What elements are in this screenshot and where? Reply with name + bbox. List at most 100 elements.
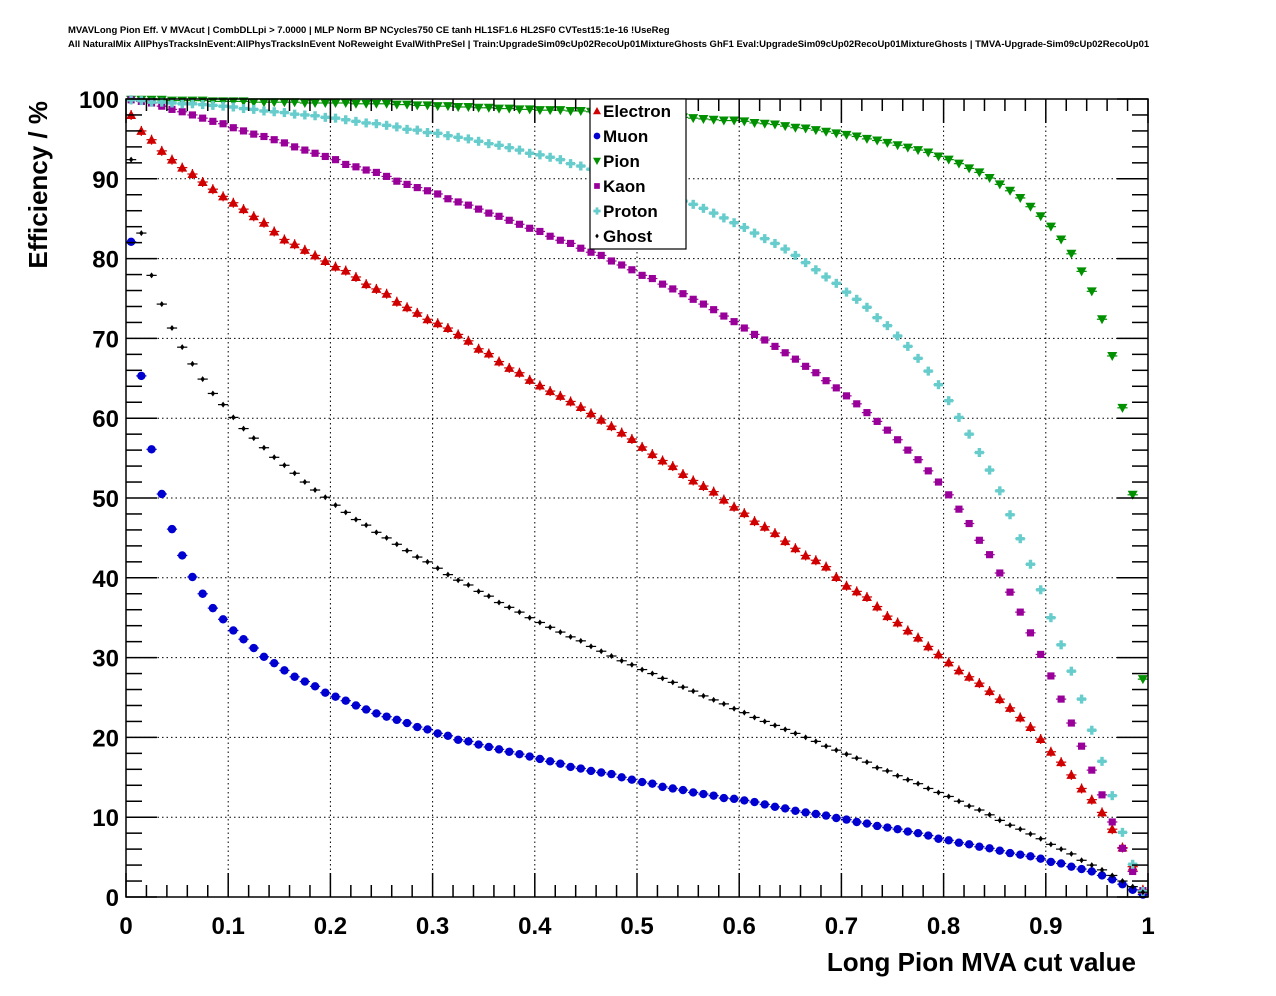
data-point-ghost — [442, 571, 454, 578]
marker — [505, 216, 513, 224]
data-point-electron — [412, 307, 423, 318]
marker — [688, 199, 698, 209]
marker — [381, 99, 392, 109]
marker — [924, 467, 932, 475]
triangle-down-marker — [759, 119, 770, 129]
star-marker — [874, 764, 880, 771]
triangle-down-marker — [473, 103, 484, 113]
data-point-kaon — [1086, 766, 1097, 774]
triangle-down-marker — [718, 116, 729, 126]
marker — [279, 108, 289, 118]
circle-marker — [423, 725, 432, 734]
circle-marker — [975, 842, 984, 851]
x-tick-label: 0 — [119, 913, 132, 940]
marker — [760, 800, 769, 809]
triangle-down-marker — [442, 102, 453, 112]
marker — [1118, 880, 1127, 889]
square-marker — [229, 124, 237, 132]
data-point-pion — [984, 174, 995, 184]
triangle-up-marker — [494, 356, 505, 366]
data-point-proton — [197, 100, 208, 110]
square-marker — [904, 446, 912, 454]
data-point-electron — [606, 421, 617, 432]
grid — [126, 99, 1148, 897]
triangle-up-marker — [514, 367, 525, 377]
triangle-up-marker — [943, 657, 954, 667]
data-point-muon — [126, 237, 137, 247]
data-point-electron — [156, 145, 167, 156]
data-point-pion — [1117, 403, 1128, 413]
data-point-kaon — [851, 400, 862, 408]
triangle-up-marker — [800, 550, 811, 560]
data-point-proton — [524, 148, 535, 158]
marker — [515, 220, 524, 228]
data-point-pion — [749, 118, 760, 128]
circle-marker — [1108, 875, 1117, 884]
cross-marker-v — [517, 145, 522, 155]
marker — [1087, 725, 1097, 735]
marker — [576, 161, 586, 171]
marker — [882, 138, 893, 148]
circle-marker — [750, 797, 759, 807]
square-marker — [454, 198, 462, 206]
marker — [647, 449, 658, 459]
data-point-ghost — [126, 156, 137, 163]
star-marker — [915, 780, 921, 787]
cross-marker-v — [262, 106, 266, 116]
data-point-muon — [780, 804, 791, 813]
marker — [975, 842, 984, 851]
marker — [975, 536, 983, 544]
data-point-kaon — [677, 290, 689, 298]
data-point-proton — [320, 112, 331, 122]
triangle-up-marker — [667, 461, 678, 471]
circle-marker — [903, 827, 913, 836]
marker — [617, 773, 626, 782]
marker — [862, 819, 872, 828]
marker — [597, 768, 606, 777]
data-point-ghost — [759, 718, 770, 725]
marker — [546, 232, 554, 240]
data-point-proton — [217, 101, 229, 111]
triangle-up-marker — [381, 288, 392, 298]
square-marker — [863, 409, 871, 417]
data-point-muon — [289, 672, 300, 681]
data-point-kaon — [657, 280, 668, 288]
marker — [791, 355, 799, 363]
data-point-muon — [606, 769, 617, 779]
data-point-electron — [872, 601, 883, 612]
star-marker — [1028, 830, 1033, 837]
triangle-up-marker — [1025, 722, 1036, 732]
marker — [658, 280, 667, 288]
circle-marker — [515, 749, 524, 759]
data-point-proton — [575, 161, 586, 171]
triangle-up-marker — [626, 433, 637, 443]
data-point-muon — [912, 828, 924, 838]
square-marker — [914, 456, 922, 464]
data-point-electron — [933, 649, 944, 660]
data-point-muon — [269, 658, 280, 668]
data-point-ghost — [1127, 883, 1138, 890]
data-point-electron — [320, 255, 331, 266]
marker — [311, 149, 319, 157]
marker — [198, 100, 208, 110]
marker — [821, 561, 832, 571]
data-point-pion — [524, 105, 535, 115]
marker — [742, 709, 747, 716]
data-point-pion — [872, 136, 883, 146]
marker — [534, 380, 545, 390]
data-point-electron — [422, 314, 433, 325]
circle-marker — [1056, 859, 1066, 868]
marker — [669, 285, 677, 293]
data-point-ghost — [136, 230, 147, 237]
triangle-down-marker — [953, 159, 964, 169]
marker — [535, 754, 545, 764]
star-marker — [1089, 862, 1094, 869]
data-point-proton — [831, 278, 842, 288]
marker — [780, 804, 790, 813]
marker — [739, 222, 749, 232]
marker — [514, 145, 524, 155]
marker — [1045, 746, 1056, 756]
square-marker — [393, 177, 401, 185]
marker — [626, 433, 637, 443]
data-point-kaon — [626, 266, 637, 274]
